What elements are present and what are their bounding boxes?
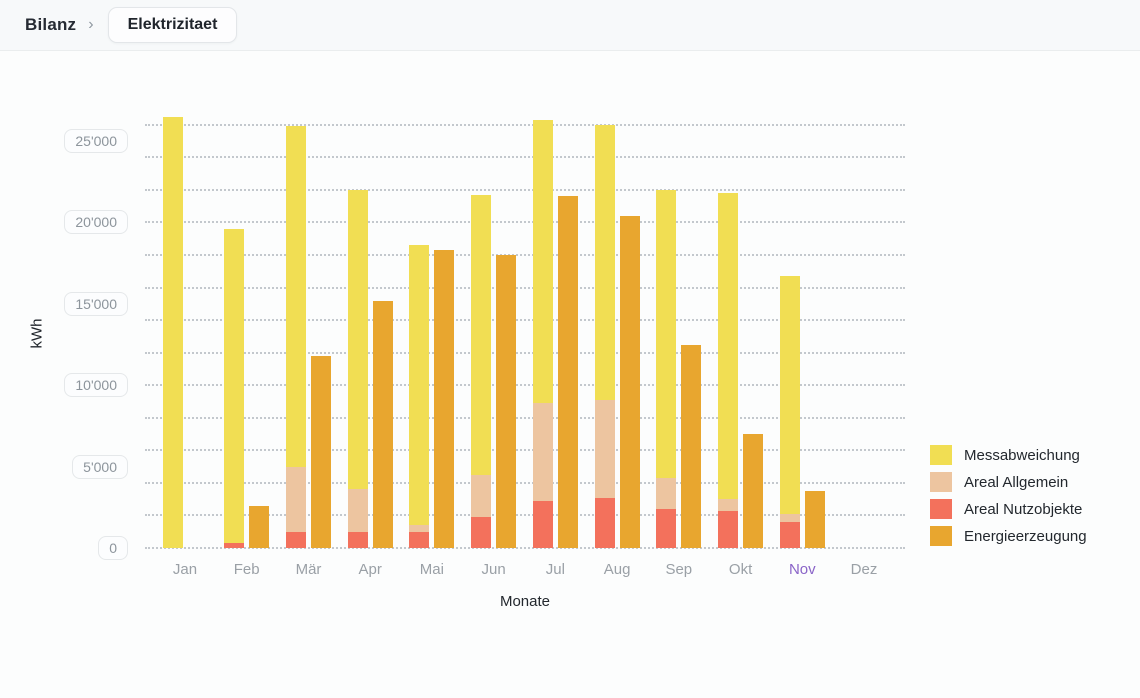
breadcrumb-current-chip[interactable]: Elektrizitaet [107, 7, 238, 43]
gridline [145, 221, 905, 224]
stacked-bar-segment[interactable] [409, 245, 430, 526]
breadcrumb-separator-icon: › [88, 16, 94, 33]
stacked-bar-segment[interactable] [347, 531, 368, 548]
stacked-bar-segment[interactable] [779, 276, 800, 514]
production-bar[interactable] [619, 215, 640, 548]
legend-item[interactable]: Energieerzeugung [930, 526, 1087, 546]
gridline [145, 481, 905, 484]
production-bar[interactable] [804, 491, 825, 548]
gridline [145, 351, 905, 354]
stacked-bar-segment[interactable] [286, 126, 306, 467]
stacked-bar-segment[interactable] [347, 189, 368, 490]
production-bar[interactable] [681, 344, 702, 548]
legend-swatch [930, 445, 952, 465]
breadcrumb: Bilanz › Elektrizitaet [0, 0, 1140, 51]
stacked-bar-segment[interactable] [656, 508, 677, 548]
gridline [145, 384, 905, 387]
x-axis-tick-label[interactable]: Apr [358, 561, 382, 578]
gridline [145, 416, 905, 419]
y-axis-tick-label: 0 [98, 536, 128, 560]
legend-label: Messabweichung [964, 446, 1080, 464]
production-bar[interactable] [311, 355, 331, 548]
chart-legend: Messabweichung Areal Allgemein Areal Nutzo… [930, 445, 1087, 546]
stacked-bar-segment[interactable] [286, 466, 306, 532]
x-axis-title: Monate [499, 593, 551, 610]
stacked-bar-segment[interactable] [656, 478, 677, 509]
stacked-bar-segment[interactable] [656, 189, 677, 478]
x-axis-tick-label[interactable]: Dez [850, 561, 878, 578]
gridline [145, 188, 905, 191]
gridline [145, 514, 905, 517]
y-axis-tick-label: 15'000 [64, 291, 128, 316]
y-axis-title: kWh [28, 318, 46, 349]
stacked-bar-segment[interactable] [594, 124, 615, 400]
production-bar[interactable] [434, 250, 455, 548]
production-bar[interactable] [372, 300, 393, 548]
x-axis-tick-label[interactable]: Sep [665, 561, 693, 578]
production-bar[interactable] [557, 196, 578, 548]
x-axis-tick-label[interactable]: Feb [233, 561, 260, 578]
stacked-bar-segment[interactable] [594, 399, 615, 498]
x-axis-tick-label[interactable]: Mär [295, 561, 322, 578]
stacked-bar-segment[interactable] [594, 497, 615, 548]
gridline [145, 319, 905, 322]
gridline [145, 449, 905, 452]
production-bar[interactable] [743, 434, 764, 548]
y-axis-tick-label: 10'000 [64, 373, 128, 398]
legend-item[interactable]: Areal Nutzobjekte [930, 499, 1087, 519]
y-axis-tick-label: 25'000 [64, 129, 128, 153]
stacked-bar-segment[interactable] [532, 500, 553, 548]
x-axis-tick-label[interactable]: Jan [172, 561, 198, 578]
stacked-bar-segment[interactable] [347, 489, 368, 532]
stacked-bar-segment[interactable] [224, 228, 245, 544]
stacked-bar-segment[interactable] [718, 193, 739, 500]
legend-swatch [930, 472, 952, 492]
legend-label: Areal Nutzobjekte [964, 500, 1083, 518]
legend-swatch [930, 526, 952, 546]
x-axis-tick-label[interactable]: Jun [481, 561, 506, 578]
y-axis-tick-label: 5'000 [72, 454, 128, 479]
breadcrumb-root-link[interactable]: Bilanz [25, 15, 77, 34]
stacked-bar-segment[interactable] [409, 525, 430, 532]
production-bar[interactable] [249, 505, 270, 548]
y-axis-tick-label: 20'000 [64, 210, 128, 235]
stacked-bar-segment[interactable] [471, 474, 492, 517]
gridline [145, 286, 905, 289]
stacked-bar-segment[interactable] [471, 517, 492, 548]
stacked-bar-segment[interactable] [224, 543, 245, 548]
gridline [145, 156, 905, 159]
production-bar[interactable] [496, 255, 517, 548]
legend-label: Energieerzeugung [964, 527, 1087, 545]
stacked-bar-segment[interactable] [532, 119, 553, 404]
stacked-bar-segment[interactable] [532, 403, 553, 501]
stacked-bar-segment[interactable] [286, 531, 306, 548]
x-axis-tick-label[interactable]: Mai [419, 561, 444, 578]
x-axis-tick-label[interactable]: Aug [603, 561, 631, 578]
legend-swatch [930, 499, 952, 519]
legend-item[interactable]: Messabweichung [930, 445, 1087, 465]
stacked-bar-segment[interactable] [409, 531, 430, 548]
legend-item[interactable]: Areal Allgemein [930, 472, 1087, 492]
stacked-bar-segment[interactable] [718, 499, 739, 511]
stacked-bar-segment[interactable] [718, 510, 739, 548]
x-axis-tick-label[interactable]: Okt [728, 561, 753, 578]
gridline [145, 254, 905, 256]
legend-label: Areal Allgemein [964, 473, 1069, 491]
x-axis-tick-label[interactable]: Nov [788, 561, 816, 578]
stacked-bar-segment[interactable] [779, 513, 800, 522]
gridline [145, 123, 905, 126]
stacked-bar-segment[interactable] [779, 522, 800, 548]
stacked-bar-segment[interactable] [162, 116, 183, 548]
stacked-bar-segment[interactable] [471, 194, 492, 475]
gridline [145, 547, 905, 549]
x-axis-tick-label[interactable]: Jul [545, 561, 565, 578]
